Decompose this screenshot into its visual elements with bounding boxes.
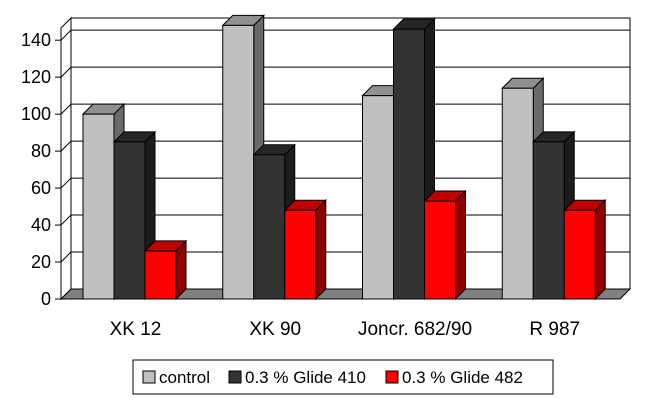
y-tick-label: 20 [31, 252, 51, 272]
bar-front [222, 24, 255, 300]
category-label: XK 12 [110, 319, 162, 340]
bar-front [362, 95, 394, 300]
gridline [60, 140, 630, 152]
legend: control 0.3 % Glide 410 0.3 % Glide 482 [132, 359, 554, 395]
bar-3-4 [563, 199, 607, 301]
gridline [60, 103, 630, 115]
bar-2-3 [392, 17, 436, 301]
y-tick-label: 100 [21, 104, 51, 124]
y-tick-label: 40 [31, 215, 51, 235]
bar-front [424, 200, 456, 300]
bars [81, 14, 607, 301]
gridline [60, 66, 630, 78]
legend-label: 0.3 % Glide 410 [245, 368, 366, 387]
bar-3-2 [283, 199, 327, 301]
category-label: Joncr. 682/90 [358, 319, 472, 340]
bar-front [144, 250, 177, 300]
y-axis: 0 20 40 60 80 100 120 140 [21, 28, 62, 309]
x-axis: XK 12 XK 90 Joncr. 682/90 R 987 [61, 298, 620, 340]
bar-3-3 [423, 189, 467, 301]
bar-front [532, 141, 565, 300]
legend-label: 0.3 % Glide 482 [402, 368, 523, 387]
bar-side [315, 199, 327, 301]
legend-swatch [385, 370, 399, 384]
bar-2-1 [112, 130, 157, 301]
category-label: R 987 [529, 319, 580, 340]
bar-side [455, 189, 466, 301]
y-tick-label: 60 [31, 178, 51, 198]
y-tick-label: 120 [21, 67, 51, 87]
gridlines [60, 29, 630, 263]
legend-swatch [228, 370, 242, 384]
gridline [60, 29, 630, 41]
bar-front [563, 209, 596, 300]
y-tick-label: 80 [31, 141, 51, 161]
bar-front [113, 141, 146, 300]
y-tick-label: 140 [21, 30, 51, 50]
bar-front [501, 87, 534, 300]
bar-side [594, 199, 606, 301]
category-label: XK 90 [249, 319, 301, 340]
gridline [60, 177, 630, 189]
bar-front [82, 113, 115, 300]
bar-front [393, 28, 425, 300]
y-tick-label: 0 [41, 289, 51, 309]
legend-box [132, 359, 554, 395]
legend-label: control [159, 368, 210, 387]
bar-3-1 [143, 239, 188, 301]
legend-swatch [142, 370, 156, 384]
bar-front [253, 154, 286, 300]
bar-front [284, 209, 317, 300]
